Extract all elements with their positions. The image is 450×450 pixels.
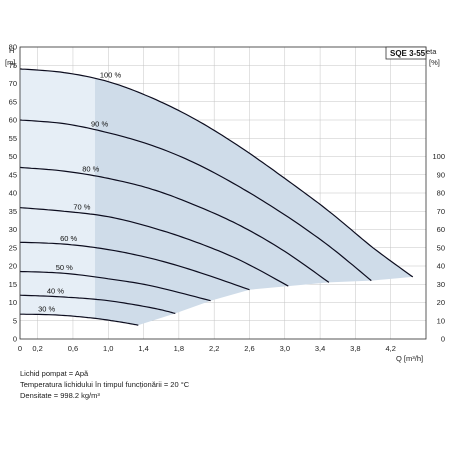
y-left-tick-label-2: 10: [9, 298, 17, 307]
y-left-tick-label-14: 70: [9, 79, 17, 88]
y-left-tick-label-6: 30: [9, 225, 17, 234]
x-tick-label-4: 1,4: [138, 344, 148, 353]
y-left-tick-label-11: 55: [9, 134, 17, 143]
curve-label-30-pct: 30 %: [38, 304, 55, 313]
x-axis-title: Q [m³/h]: [396, 354, 423, 363]
y-right-tick-label-4: 40: [437, 262, 445, 271]
x-tick-label-3: 1,0: [103, 344, 113, 353]
curve-90-pct: [19, 119, 372, 282]
y-right-tick-label-8: 80: [437, 189, 445, 198]
x-tick-label-2: 0,6: [68, 344, 78, 353]
curve-label-70-pct: 70 %: [73, 203, 90, 212]
y-left-tick-label-12: 60: [9, 116, 17, 125]
x-tick-label-9: 3,4: [315, 344, 325, 353]
curve-60-pct: [19, 241, 250, 291]
curve-30-pct: [20, 313, 139, 326]
y-right-axis-title: eta: [426, 47, 437, 56]
curve-50-pct: [19, 270, 211, 302]
note-density: Densitate = 998.2 kg/m³: [20, 391, 100, 400]
y-left-axis-title: H: [9, 46, 14, 55]
y-right-tick-label-9: 90: [437, 170, 445, 179]
note-temperature: Temperatura lichidului în timpul funcțio…: [20, 380, 190, 389]
y-left-tick-label-16: 80: [9, 43, 17, 52]
x-tick-label-6: 2,2: [209, 344, 219, 353]
y-right-tick-label-5: 50: [437, 243, 445, 252]
x-tick-label-7: 2,6: [244, 344, 254, 353]
y-left-axis-unit: [m]: [5, 58, 15, 67]
curve-label-60-pct: 60 %: [60, 234, 77, 243]
y-right-tick-label-6: 60: [437, 225, 445, 234]
y-left-tick-label-9: 45: [9, 170, 17, 179]
curve-40-pct: [19, 294, 176, 314]
y-right-tick-label-1: 10: [437, 316, 445, 325]
fluid-notes: Lichid pompat = Apă Temperatura lichidul…: [20, 368, 189, 401]
y-left-tick-label-1: 5: [13, 316, 17, 325]
y-left-tick-label-8: 40: [9, 189, 17, 198]
curve-labels-layer: 100 % 90 % 80 % 70 % 60 % 50 % 40 % 30 %: [38, 70, 121, 313]
y-right-axis-unit: [%]: [429, 58, 440, 67]
y-left-tick-label-15: 75: [9, 61, 17, 70]
plot-frame: [19, 46, 427, 340]
y-right-tick-label-3: 30: [437, 280, 445, 289]
axes-layer: 0 0,2 0,6 1,0 1,4 1,8 2,2 2,6 3,0 3,4 3,8 4,2 0 5 10 15…: [9, 43, 445, 353]
y-left-tick-label-10: 50: [9, 152, 17, 161]
curve-100-pct: [19, 68, 414, 278]
curve-70-pct: [19, 207, 289, 287]
envelope-area: [20, 68, 413, 326]
envelope-highlight: [20, 68, 95, 319]
y-left-tick-label-3: 15: [9, 280, 17, 289]
y-right-tick-label-7: 70: [437, 207, 445, 216]
y-left-tick-label-0: 0: [13, 335, 17, 344]
x-tick-label-10: 3,8: [350, 344, 360, 353]
y-left-tick-label-5: 25: [9, 243, 17, 252]
curve-80-pct: [19, 166, 330, 283]
curve-label-100-pct: 100 %: [100, 70, 122, 79]
x-tick-label-1: 0,2: [32, 344, 42, 353]
curve-label-40-pct: 40 %: [47, 286, 64, 295]
curves-layer: [19, 68, 414, 326]
model-badge-text: SQE 3-55: [390, 49, 426, 58]
y-right-tick-label-0: 0: [441, 335, 445, 344]
x-tick-label-8: 3,0: [280, 344, 290, 353]
y-left-tick-label-13: 65: [9, 97, 17, 106]
y-left-tick-label-7: 35: [9, 207, 17, 216]
curve-label-80-pct: 80 %: [82, 164, 99, 173]
envelope-fill: [20, 68, 413, 326]
curve-label-50-pct: 50 %: [56, 263, 73, 272]
x-tick-label-0: 0: [18, 344, 22, 353]
x-tick-label-11: 4,2: [385, 344, 395, 353]
model-badge: [385, 46, 427, 60]
y-right-tick-label-10: 100: [432, 152, 445, 161]
y-right-tick-label-2: 20: [437, 298, 445, 307]
curve-label-90-pct: 90 %: [91, 120, 108, 129]
note-fluid: Lichid pompat = Apă: [20, 369, 89, 378]
x-tick-label-5: 1,8: [174, 344, 184, 353]
y-left-tick-label-4: 20: [9, 262, 17, 271]
